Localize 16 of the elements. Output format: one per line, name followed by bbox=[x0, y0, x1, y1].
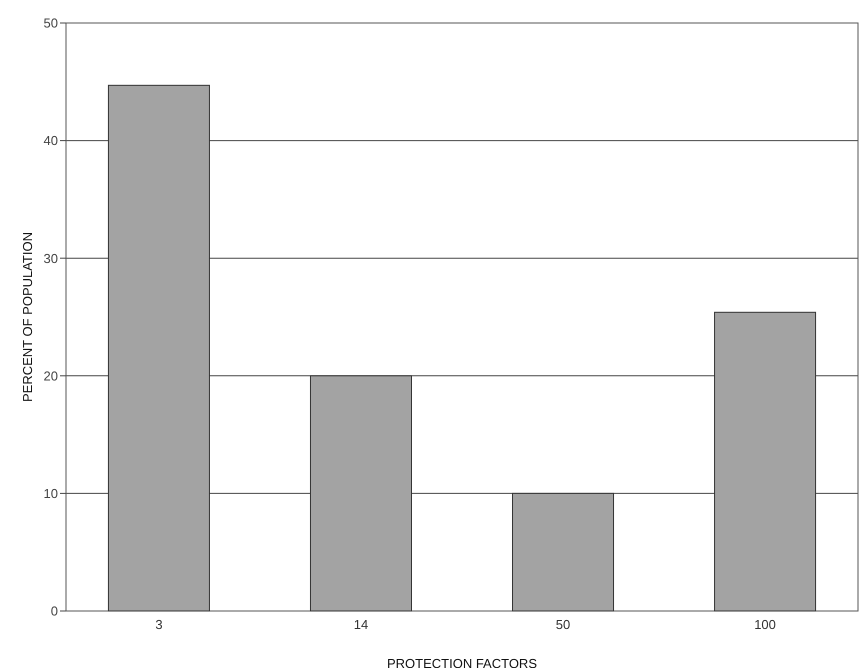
bar bbox=[714, 312, 816, 612]
x-tick-label: 14 bbox=[354, 617, 368, 632]
x-axis-title: PROTECTION FACTORS bbox=[387, 656, 538, 668]
x-tick-label: 50 bbox=[556, 617, 570, 632]
x-tick-label: 100 bbox=[754, 617, 776, 632]
y-tick-label: 30 bbox=[44, 250, 58, 266]
y-tick-label: 40 bbox=[44, 133, 58, 148]
bar bbox=[108, 84, 210, 612]
x-tick-label: 3 bbox=[155, 617, 163, 632]
y-tick-label: 50 bbox=[44, 16, 58, 31]
bar bbox=[512, 492, 614, 612]
y-tick-label: 0 bbox=[50, 604, 58, 619]
bar bbox=[310, 375, 412, 612]
y-tick-label: 10 bbox=[44, 486, 58, 501]
y-tick-label: 20 bbox=[44, 368, 58, 384]
y-axis-title: PERCENT OF POPULATION bbox=[20, 232, 35, 402]
